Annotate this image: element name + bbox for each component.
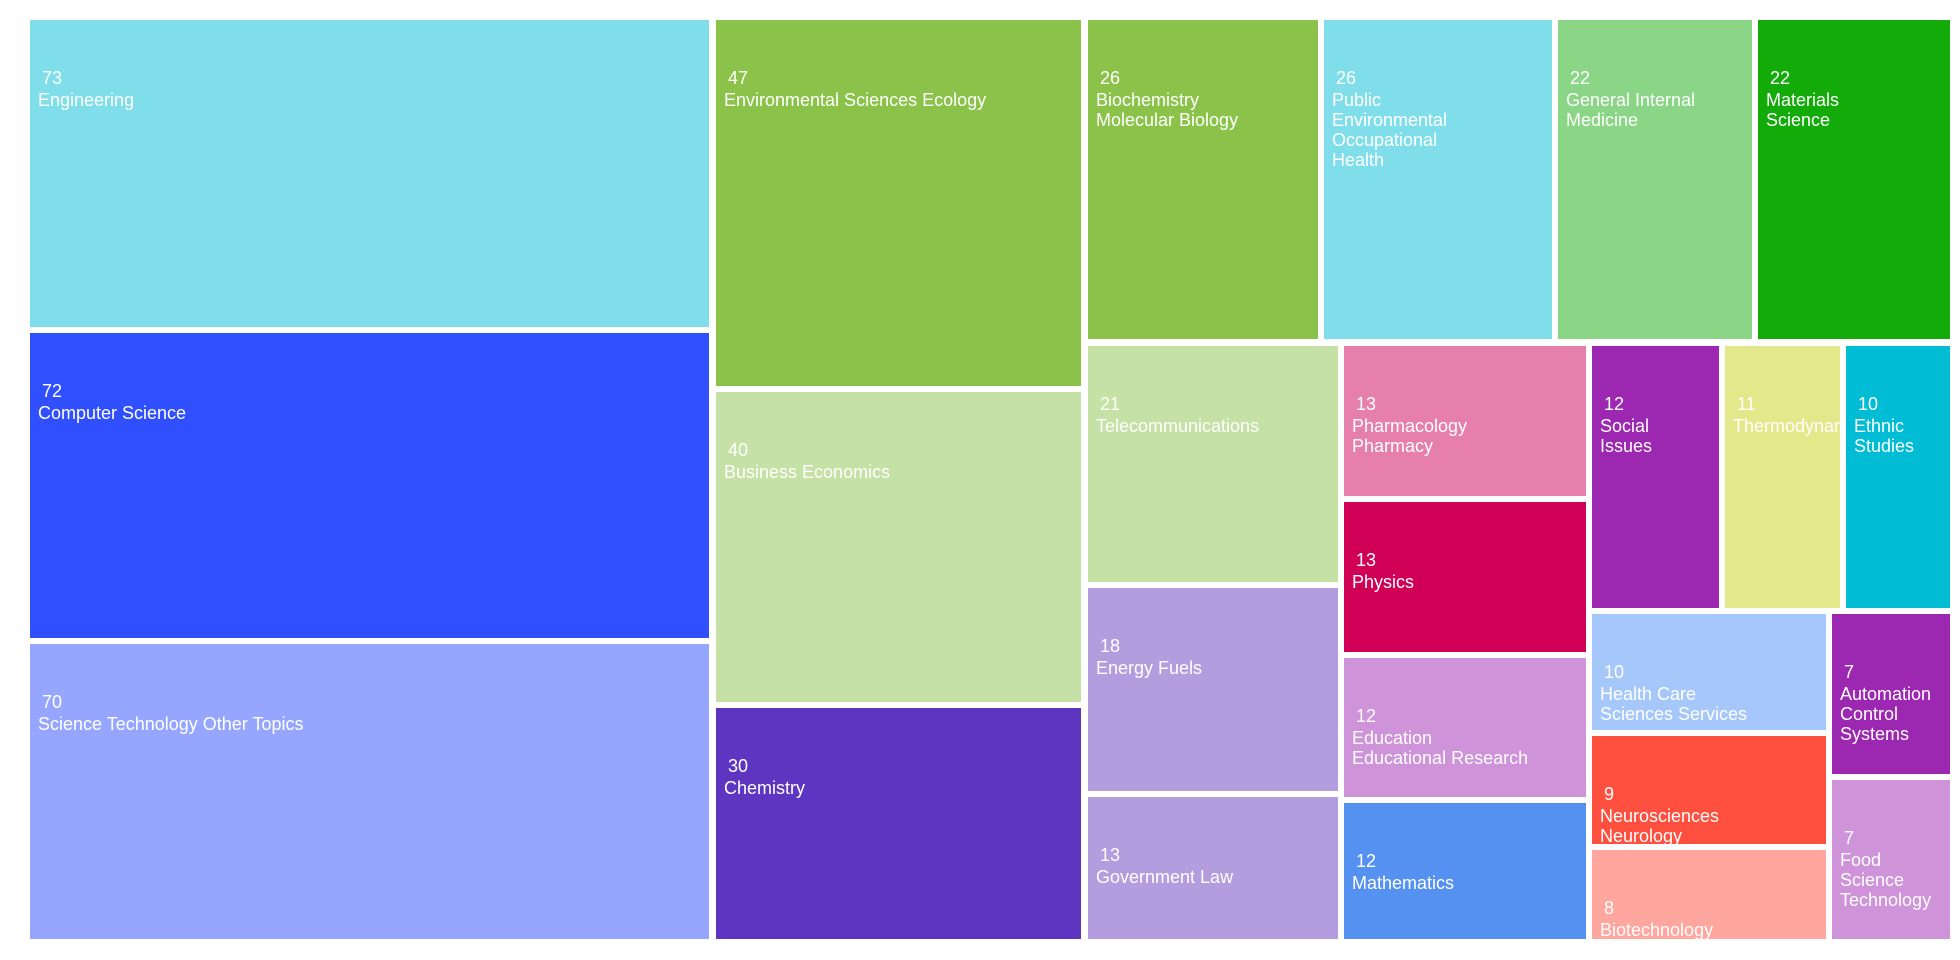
treemap-tile[interactable]: 22 General Internal Medicine (1558, 20, 1752, 339)
tile-label: Ethnic Studies (1854, 416, 1915, 456)
tile-value: 22 (1570, 68, 1591, 88)
tile-value: 12 (1356, 851, 1377, 871)
tile-label: Biochemistry Molecular Biology (1096, 90, 1239, 130)
tile-label: General Internal Medicine (1566, 90, 1696, 130)
treemap-tile[interactable]: 12 Education Educational Research (1344, 658, 1586, 797)
tile-value: 8 (1604, 898, 1615, 918)
tile-value: 21 (1100, 394, 1121, 414)
treemap-tile[interactable]: 72 Computer Science (30, 333, 709, 638)
tile-value: 40 (728, 440, 749, 460)
treemap-tile[interactable]: 26 Public Environmental Occupational Heal… (1324, 20, 1552, 339)
tile-label: Computer Science (38, 403, 187, 423)
treemap-tile[interactable]: 13 Pharmacology Pharmacy (1344, 346, 1586, 496)
treemap-tile[interactable]: 26 Biochemistry Molecular Biology (1088, 20, 1318, 339)
tile-value: 12 (1356, 706, 1377, 726)
tile-label: Physics (1352, 572, 1415, 592)
treemap-tile[interactable]: 73 Engineering (30, 20, 709, 327)
treemap-tile[interactable]: 21 Telecommunications (1088, 346, 1338, 582)
treemap-tile[interactable]: 70 Science Technology Other Topics (30, 644, 709, 939)
tile-label: Public Environmental Occupational Health (1332, 90, 1448, 170)
tile-value: 47 (728, 68, 749, 88)
treemap-tile[interactable]: 18 Energy Fuels (1088, 588, 1338, 791)
tile-label: Neurosciences Neurology (1600, 806, 1720, 844)
tile-label: Mathematics (1352, 873, 1455, 893)
treemap-tile[interactable]: 30 Chemistry (716, 708, 1081, 939)
treemap-tile[interactable]: 10 Health Care Sciences Services (1592, 614, 1826, 730)
tile-value: 10 (1604, 662, 1625, 682)
treemap-tile[interactable]: 12 Social Issues (1592, 346, 1719, 608)
tile-value: 72 (42, 381, 63, 401)
treemap-tile[interactable]: 13 Physics (1344, 502, 1586, 652)
tile-label: Thermodynamics (1733, 416, 1840, 436)
tile-value: 13 (1100, 845, 1121, 865)
tile-label: Energy Fuels (1096, 658, 1203, 678)
treemap-tile[interactable]: 13 Government Law (1088, 797, 1338, 939)
tile-value: 7 (1844, 662, 1855, 682)
treemap-tile[interactable]: 7 Food Science Technology (1832, 780, 1950, 939)
tile-value: 11 (1737, 394, 1756, 414)
tile-value: 70 (42, 692, 63, 712)
tile-value: 26 (1336, 68, 1357, 88)
tile-label: Social Issues (1600, 416, 1653, 456)
treemap-tile[interactable]: 9 Neurosciences Neurology (1592, 736, 1826, 844)
tile-label: Automation Control Systems (1840, 684, 1932, 744)
tile-label: Chemistry (724, 778, 806, 798)
tile-label: Education Educational Research (1352, 728, 1529, 768)
treemap-tile[interactable]: 8 Biotechnology (1592, 850, 1826, 939)
tile-label: Biotechnology (1600, 920, 1714, 939)
tile-label: Engineering (38, 90, 135, 110)
treemap-tile[interactable]: 11Thermodynamics (1725, 346, 1840, 608)
tile-label: Health Care Sciences Services (1600, 684, 1748, 724)
tile-value: 18 (1100, 636, 1121, 656)
tile-value: 7 (1844, 828, 1855, 848)
treemap-tile[interactable]: 7 Automation Control Systems (1832, 614, 1950, 774)
tile-value: 26 (1100, 68, 1121, 88)
tile-label: Government Law (1096, 867, 1234, 887)
treemap-tile[interactable]: 12 Mathematics (1344, 803, 1586, 939)
tile-label: Food Science Technology (1840, 850, 1932, 910)
tile-label: Business Economics (724, 462, 891, 482)
treemap-tile[interactable]: 47 Environmental Sciences Ecology (716, 20, 1081, 386)
tile-label: Materials Science (1766, 90, 1840, 130)
tile-value: 10 (1858, 394, 1879, 414)
tile-label: Science Technology Other Topics (38, 714, 304, 734)
treemap-tile[interactable]: 22 Materials Science (1758, 20, 1950, 339)
tile-label: Environmental Sciences Ecology (724, 90, 987, 110)
tile-value: 22 (1770, 68, 1791, 88)
tile-value: 12 (1604, 394, 1625, 414)
treemap-tile[interactable]: 40 Business Economics (716, 392, 1081, 702)
treemap-tile[interactable]: 10 Ethnic Studies (1846, 346, 1950, 608)
tile-label: Pharmacology Pharmacy (1352, 416, 1468, 456)
tile-value: 73 (42, 68, 63, 88)
tile-value: 13 (1356, 394, 1377, 414)
tile-value: 9 (1604, 784, 1615, 804)
tile-value: 13 (1356, 550, 1377, 570)
tile-label: Telecommunications (1096, 416, 1260, 436)
tile-value: 30 (728, 756, 749, 776)
